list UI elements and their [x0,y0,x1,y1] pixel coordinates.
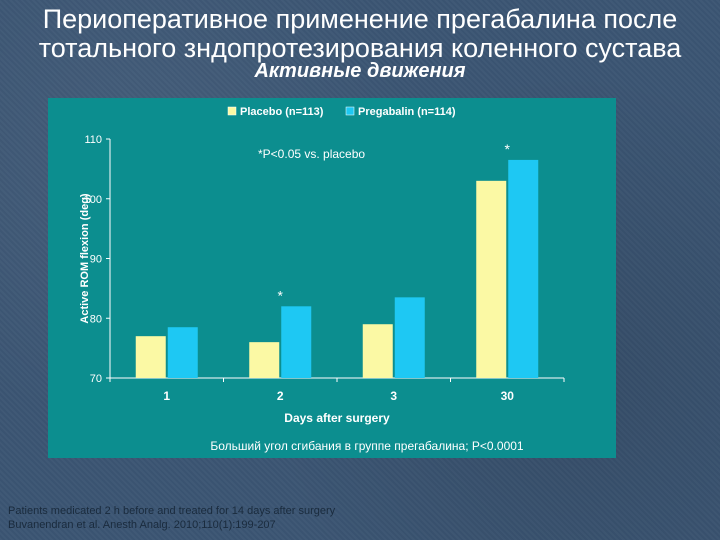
bar-placebo [476,180,507,378]
y-tick-label: 80 [90,313,102,325]
bar-placebo [135,336,166,378]
bar-pregabalin [281,306,312,378]
bar-pregabalin [167,327,198,378]
significance-star: * [505,141,511,157]
bar-pregabalin [394,297,425,378]
chart-panel: 70 80 90 100 110 1 2 3 30 * * *P<0.05 vs. placebo Da… [48,98,616,458]
legend-swatch [227,106,237,116]
x-axis-label: Days after surgery [284,411,390,425]
legend-swatch [345,106,355,116]
y-tick-label: 90 [90,254,102,266]
footnote-line-1: Patients medicated 2 h before and treate… [8,505,336,517]
slide-title-line-1: Периоперативное применение прегабалина п… [42,4,678,34]
slide-subtitle: Активные движения [254,60,466,82]
legend-label: Placebo (n=113) [240,106,324,118]
footnote-line-2: Buvanendran et al. Anesth Analg. 2010;11… [8,519,276,531]
bar-placebo [249,342,280,378]
y-tick-label: 110 [84,134,102,146]
slide-title-line-2: тотального зндопротезирования коленного … [38,33,682,63]
bar-placebo [362,324,393,378]
y-axis-label: Active ROM flexion (deg) [79,193,91,324]
x-tick-label: 30 [501,389,515,403]
bar-chart: 70 80 90 100 110 1 2 3 30 * * *P<0.05 vs. placebo Da… [79,106,565,453]
y-tick-label: 70 [90,373,102,385]
x-tick-label: 3 [390,389,397,403]
legend-label: Pregabalin (n=114) [358,106,456,118]
y-tick-label: 100 [84,194,102,206]
x-tick-label: 2 [277,389,284,403]
bar-pregabalin [508,159,539,378]
significance-star: * [278,287,284,303]
significance-annotation: *P<0.05 vs. placebo [258,147,365,161]
footnote: Patients medicated 2 h before and treate… [8,504,335,532]
x-tick-label: 1 [163,389,170,403]
chart-caption: Больший угол сгибания в группе прегабали… [210,439,524,453]
